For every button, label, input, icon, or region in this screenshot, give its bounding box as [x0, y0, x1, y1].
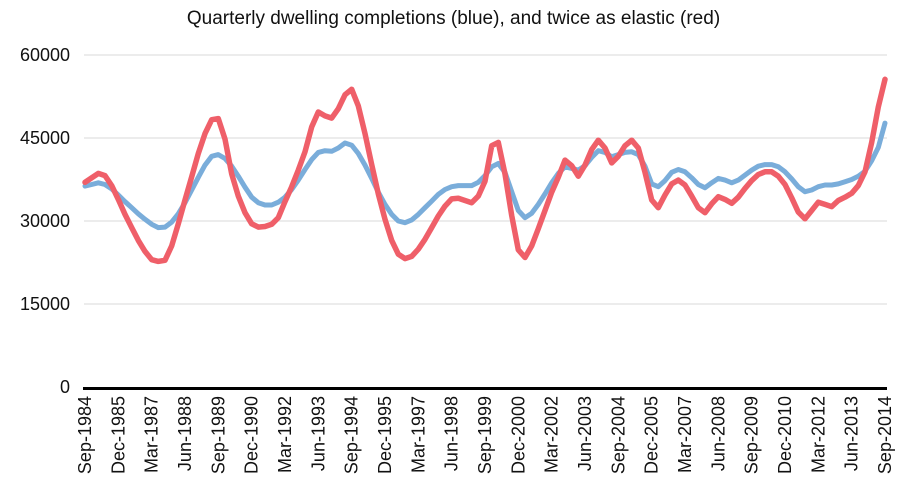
- x-tick-label: Dec-1995: [375, 396, 395, 474]
- y-tick-label: 15000: [20, 294, 70, 314]
- x-tick-label: Dec-2010: [775, 396, 795, 474]
- x-tick-label: Mar-2007: [675, 396, 695, 473]
- x-tick-label: Dec-2005: [642, 396, 662, 474]
- data-series: [82, 76, 888, 265]
- x-tick-label: Mar-1997: [408, 396, 428, 473]
- x-tick-label: Sep-2014: [875, 396, 895, 474]
- x-tick-label: Sep-1989: [208, 396, 228, 474]
- x-tick-label: Sep-2004: [608, 396, 628, 474]
- y-tick-label: 0: [60, 377, 70, 397]
- y-tick-label: 45000: [20, 128, 70, 148]
- y-tick-label: 30000: [20, 211, 70, 231]
- x-tick-label: Jun-2008: [708, 396, 728, 471]
- x-tick-label: Jun-1993: [308, 396, 328, 471]
- x-tick-label: Dec-1990: [242, 396, 262, 474]
- x-tick-label: Sep-1994: [342, 396, 362, 474]
- gridlines: [84, 54, 887, 305]
- x-tick-label: Mar-1992: [275, 396, 295, 473]
- x-axis-tick-labels: Sep-1984 Dec-1985 Mar-1987 Jun-1988 Sep-1989…: [75, 396, 895, 474]
- series-line-red: [82, 76, 888, 265]
- x-tick-label: Sep-1999: [475, 396, 495, 474]
- x-tick-label: Dec-1985: [108, 396, 128, 474]
- x-tick-label: Jun-1998: [442, 396, 462, 471]
- x-tick-label: Jun-2003: [575, 396, 595, 471]
- x-tick-label: Jun-1988: [175, 396, 195, 471]
- x-tick-label: Sep-2009: [742, 396, 762, 474]
- x-tick-label: Dec-2000: [508, 396, 528, 474]
- x-tick-label: Mar-2012: [808, 396, 828, 473]
- x-tick-label: Mar-1987: [142, 396, 162, 473]
- x-tick-label: Sep-1984: [75, 396, 95, 474]
- y-tick-label: 60000: [20, 45, 70, 65]
- x-tick-label: Mar-2002: [542, 396, 562, 473]
- chart-title: Quarterly dwelling completions (blue), a…: [186, 8, 721, 29]
- y-axis-tick-labels: 0 15000 30000 45000 60000: [20, 45, 70, 397]
- x-tick-label: Jun-2013: [842, 396, 862, 471]
